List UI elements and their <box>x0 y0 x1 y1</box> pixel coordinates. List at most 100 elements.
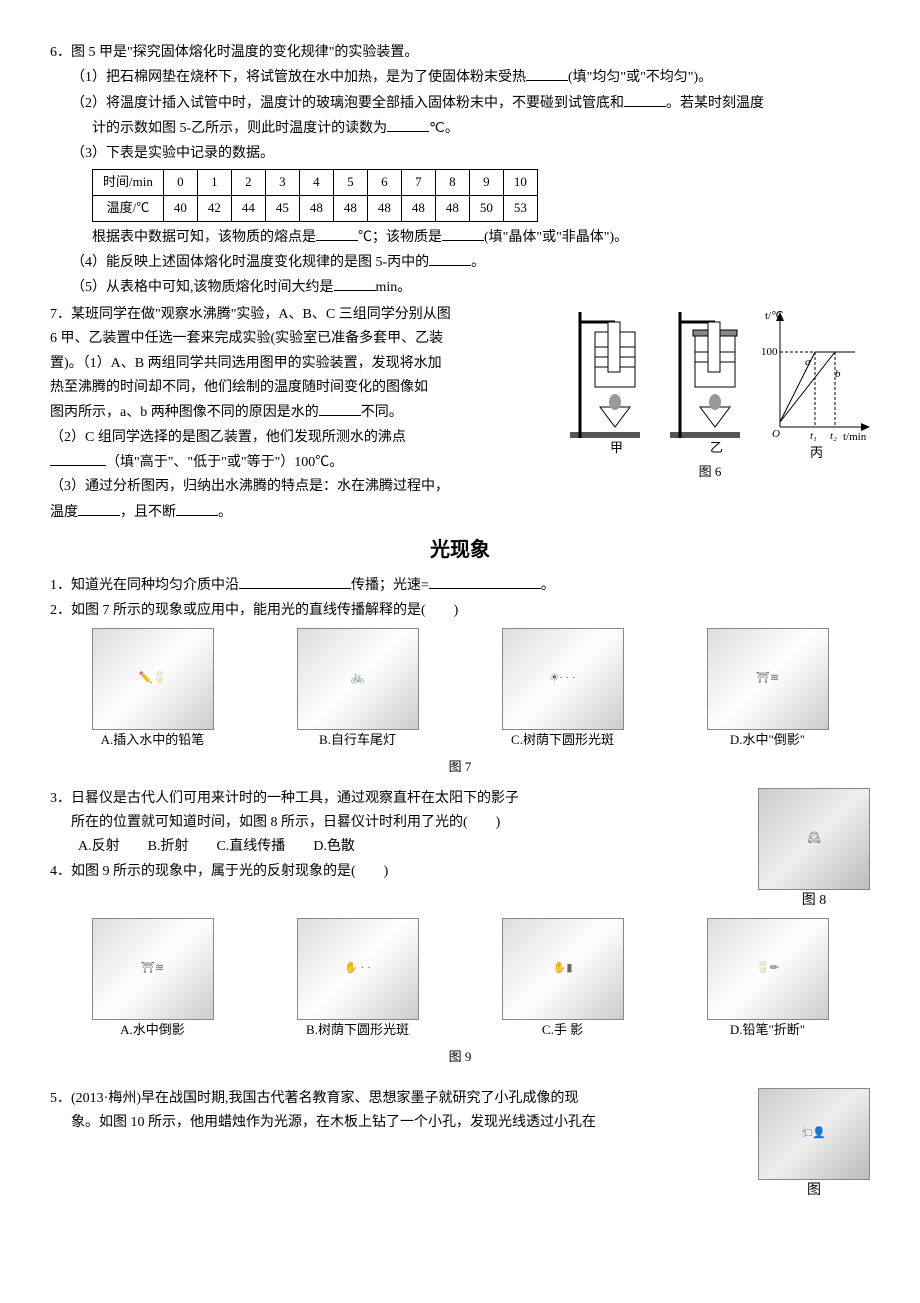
blank[interactable] <box>319 401 361 416</box>
blank[interactable] <box>429 251 471 266</box>
q6-p2-line2: 计的示数如图 5-乙所示，则此时温度计的读数为℃。 <box>50 117 870 140</box>
fig6-svg: 甲 乙 t/℃ <box>550 302 870 462</box>
q6-p2-line1: （2）将温度计插入试管中时，温度计的玻璃泡要全部插入固体粉末中，不要碰到试管底和… <box>50 92 870 115</box>
th: 4 <box>299 169 333 195</box>
light-q1: 1．知道光在同种均匀介质中沿传播；光速=。 <box>50 574 870 597</box>
q6-data-table: 时间/min 0 1 2 3 4 5 6 7 8 9 10 温度/℃ 40 42… <box>92 169 538 222</box>
q7-l9: 温度，且不断。 <box>50 501 550 524</box>
light-q3b: 所在的位置就可知道时间，如图 8 所示，日晷仪计时利用了光的( ) <box>50 812 870 834</box>
th: 时间/min <box>93 169 164 195</box>
opt-c: C.树荫下圆形光斑 <box>502 730 624 751</box>
blank[interactable] <box>316 226 358 241</box>
td: 45 <box>265 195 299 221</box>
q6-p3: （3）下表是实验中记录的数据。 <box>50 143 870 165</box>
light-title: 光现象 <box>50 534 870 566</box>
sundial-icon: 🕰 <box>758 788 870 890</box>
q7-l5b: 不同。 <box>361 405 403 420</box>
reflection-icon: ⛩≋ <box>92 918 214 1020</box>
q5-block: 🕯□👤 图 5．(2013·梅州)早在战国时期,我国古代著名教育家、思想家墨子就… <box>50 1088 870 1202</box>
fig6-caption: 图 6 <box>550 462 870 483</box>
blank[interactable] <box>429 574 541 589</box>
pencil-water-icon: ✏️🥛 <box>92 628 214 730</box>
th: 2 <box>231 169 265 195</box>
td: 50 <box>469 195 503 221</box>
fig7-caption: 图 7 <box>50 757 870 778</box>
q6-p2a: （2）将温度计插入试管中时，温度计的玻璃泡要全部插入固体粉末中，不要碰到试管底和 <box>71 96 624 111</box>
q7-l8: （3）通过分析图丙，归纳出水沸腾的特点是：水在沸腾过程中， <box>50 476 550 498</box>
light-q3a: 3．日晷仪是古代人们可用来计时的一种工具，通过观察直杆在太阳下的影子 <box>50 788 870 810</box>
q6-p5: （5）从表格中可知,该物质熔化时间大约是 min。 <box>50 276 870 299</box>
fig8-caption: 图 8 <box>758 890 870 912</box>
q7-l4: 热至沸腾的时间却不同，他们绘制的温度随时间变化的图像如 <box>50 377 550 399</box>
blank[interactable] <box>526 66 568 81</box>
pencil-broken-icon: 🥛✏ <box>707 918 829 1020</box>
hand-shadow-icon: ✋▮ <box>502 918 624 1020</box>
q7-l3: 置)。（1）A、B 两组同学共同选用图甲的实验装置，发现将水加 <box>50 353 550 375</box>
figure-6: 甲 乙 t/℃ <box>550 302 870 483</box>
q3-opt-c: C.直线传播 <box>216 836 285 858</box>
opt-b: B.树荫下圆形光斑 <box>297 1020 419 1041</box>
th: 6 <box>367 169 401 195</box>
q6-p1b: (填"均匀"或"不均匀")。 <box>568 70 712 85</box>
q7-l5: 图丙所示，a、b 两种图像不同的原因是水的 不同。 <box>50 401 550 424</box>
axis-x-label: t/min <box>843 431 867 443</box>
td: 44 <box>231 195 265 221</box>
q6-p3c: (填"晶体"或"非晶体")。 <box>484 230 628 245</box>
q6-p3-after: 根据表中数据可知，该物质的熔点是℃；该物质是(填"晶体"或"非晶体")。 <box>50 226 870 249</box>
q7-l7b: （填"高于"、"低于"或"等于"）100℃。 <box>106 455 343 470</box>
td: 53 <box>503 195 537 221</box>
blank[interactable] <box>50 451 106 466</box>
axis-y-label: t/℃ <box>765 310 783 322</box>
td: 40 <box>163 195 197 221</box>
q7-row: 7．某班同学在做"观察水沸腾"实验，A、B、C 三组同学分别从图 6 甲、乙装置… <box>50 302 870 527</box>
fig7-a: ✏️🥛A.插入水中的铅笔 <box>92 628 214 751</box>
fig9-c: ✋▮C.手 影 <box>502 918 624 1041</box>
fig7-c: ☀· · ·C.树荫下圆形光斑 <box>502 628 624 751</box>
q7-l1: 7．某班同学在做"观察水沸腾"实验，A、B、C 三组同学分别从图 <box>50 304 550 326</box>
table-row: 时间/min 0 1 2 3 4 5 6 7 8 9 10 <box>93 169 538 195</box>
water-reflection-icon: ⛩≋ <box>707 628 829 730</box>
opt-d: D.铅笔"折断" <box>707 1020 829 1041</box>
q3-opt-a: A.反射 <box>78 836 120 858</box>
opt-a: A.水中倒影 <box>92 1020 214 1041</box>
blank[interactable] <box>334 276 376 291</box>
blank[interactable] <box>78 501 120 516</box>
q3-block: 🕰 图 8 3．日晷仪是古代人们可用来计时的一种工具，通过观察直杆在太阳下的影子… <box>50 788 870 912</box>
q6-p2c: 计的示数如图 5-乙所示，则此时温度计的读数为 <box>92 121 387 136</box>
fig6-bing-label: 丙 <box>810 445 823 460</box>
q7-l9c: 。 <box>218 505 232 520</box>
light-q5b: 象。如图 10 所示，他用蜡烛作为光源，在木板上钻了一个小孔，发现光线透过小孔在 <box>50 1112 870 1134</box>
table-row: 温度/℃ 40 42 44 45 48 48 48 48 48 50 53 <box>93 195 538 221</box>
q7-l7: （填"高于"、"低于"或"等于"）100℃。 <box>50 451 550 474</box>
fig6-jia-label: 甲 <box>610 440 623 455</box>
fig7-b: 🚲B.自行车尾灯 <box>297 628 419 751</box>
fig7-d: ⛩≋D.水中"倒影" <box>707 628 829 751</box>
pinhole-icon: 🕯□👤 <box>758 1088 870 1180</box>
th: 1 <box>197 169 231 195</box>
blank[interactable] <box>624 92 666 107</box>
q7-l5a: 图丙所示，a、b 两种图像不同的原因是水的 <box>50 405 319 420</box>
fig10: 🕯□👤 图 <box>758 1088 870 1202</box>
q7-text: 7．某班同学在做"观察水沸腾"实验，A、B、C 三组同学分别从图 6 甲、乙装置… <box>50 302 550 527</box>
q7-l9b: ，且不断 <box>120 505 176 520</box>
label-O: O <box>772 428 780 440</box>
fig6-yi-label: 乙 <box>710 440 723 455</box>
light-q5a: 5．(2013·梅州)早在战国时期,我国古代著名教育家、思想家墨子就研究了小孔成… <box>50 1088 870 1110</box>
td: 42 <box>197 195 231 221</box>
blank[interactable] <box>239 574 351 589</box>
axis-100: 100 <box>761 346 778 358</box>
fig7-row: ✏️🥛A.插入水中的铅笔 🚲B.自行车尾灯 ☀· · ·C.树荫下圆形光斑 ⛩≋… <box>50 628 870 751</box>
q6-p5b: min。 <box>376 280 412 295</box>
blank[interactable] <box>176 501 218 516</box>
fig9-b: ✋ · ·B.树荫下圆形光斑 <box>297 918 419 1041</box>
q6-p3b: ℃；该物质是 <box>358 230 442 245</box>
opt-a: A.插入水中的铅笔 <box>92 730 214 751</box>
label-b: b <box>835 368 841 380</box>
th: 3 <box>265 169 299 195</box>
q6-p5a: （5）从表格中可知,该物质熔化时间大约是 <box>71 280 334 295</box>
th: 8 <box>435 169 469 195</box>
blank[interactable] <box>387 117 429 132</box>
blank[interactable] <box>442 226 484 241</box>
q3-opt-d: D.色散 <box>313 836 355 858</box>
light-spots-icon: ✋ · · <box>297 918 419 1020</box>
